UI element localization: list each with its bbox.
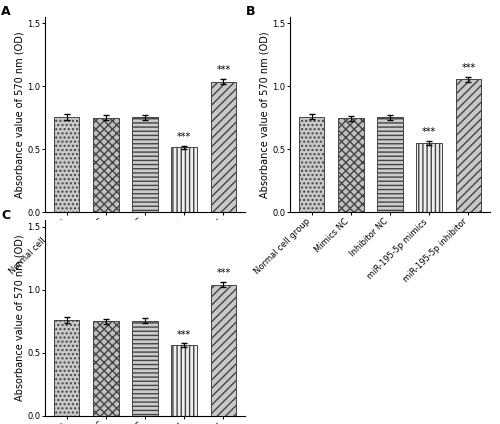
Text: ***: *** (177, 132, 192, 142)
Bar (210, 285, 236, 416)
Bar (172, 148, 197, 212)
Bar (132, 321, 158, 416)
Bar (210, 82, 236, 212)
Bar (299, 117, 324, 212)
Bar (54, 117, 80, 212)
Text: ***: *** (462, 63, 475, 73)
Text: ***: *** (216, 65, 230, 75)
Y-axis label: Absorbance value of 570 nm (OD): Absorbance value of 570 nm (OD) (14, 31, 24, 198)
Text: ***: *** (177, 329, 192, 340)
Bar (54, 320, 80, 416)
Bar (456, 79, 481, 212)
Text: ***: *** (422, 127, 436, 137)
Bar (338, 118, 363, 212)
Bar (93, 118, 118, 212)
Text: B: B (246, 5, 256, 18)
Bar (172, 345, 197, 416)
Y-axis label: Absorbance value of 570 nm (OD): Absorbance value of 570 nm (OD) (259, 31, 269, 198)
Text: A: A (1, 5, 11, 18)
Bar (416, 143, 442, 212)
Bar (132, 117, 158, 212)
Bar (93, 321, 118, 416)
Text: ***: *** (216, 268, 230, 279)
Bar (378, 117, 402, 212)
Y-axis label: Absorbance value of 570 nm (OD): Absorbance value of 570 nm (OD) (14, 235, 24, 401)
Text: C: C (1, 209, 10, 222)
